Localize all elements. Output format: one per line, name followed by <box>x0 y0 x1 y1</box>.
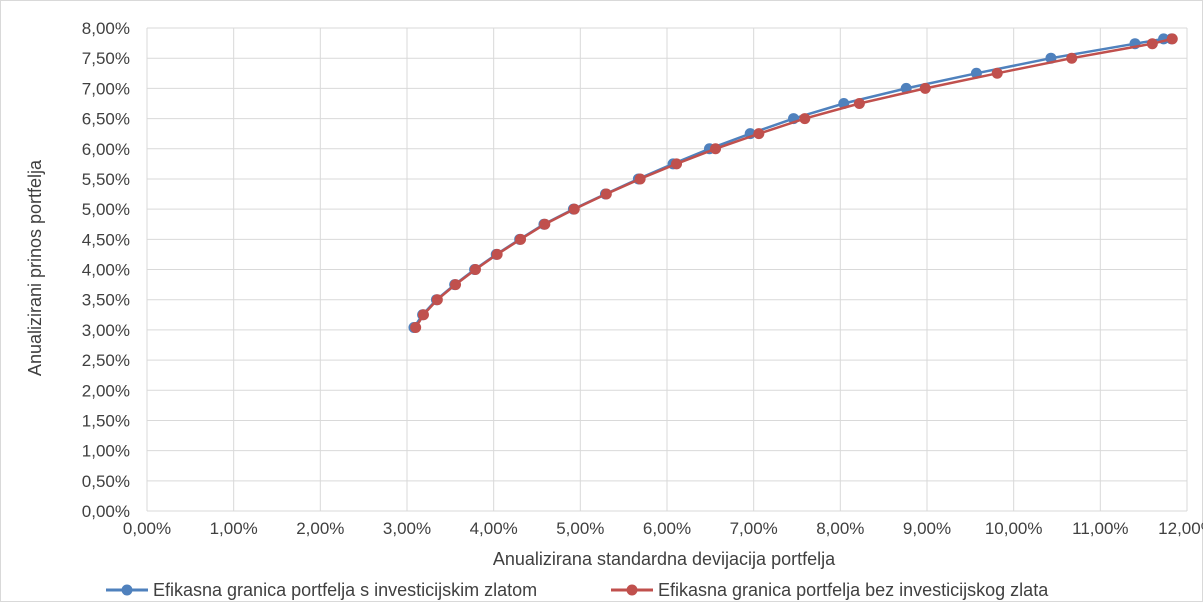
y-axis-ticks: 0,00% 0,50% 1,00% 1,50% 2,00% 2,50% 3,00% 3,50%… <box>82 19 130 521</box>
grid-layer <box>146 27 1188 512</box>
data-point <box>634 173 646 185</box>
x-tick-label: 11,00% <box>1072 519 1128 538</box>
y-tick-label: 4,00% <box>82 261 130 280</box>
y-tick-label: 1,00% <box>82 442 130 461</box>
data-point <box>568 203 580 215</box>
x-axis-title: Anualizirana standardna devijacija portf… <box>493 549 836 569</box>
data-point <box>410 321 422 333</box>
y-tick-label: 8,00% <box>82 19 130 38</box>
x-tick-label: 10,00% <box>985 519 1043 538</box>
y-tick-label: 7,50% <box>82 49 130 68</box>
data-point <box>991 67 1003 79</box>
data-point <box>600 188 612 200</box>
data-point <box>469 264 481 275</box>
x-tick-label: 6,00% <box>643 519 691 538</box>
data-point <box>539 218 551 230</box>
y-tick-label: 1,50% <box>82 411 130 430</box>
x-tick-label: 5,00% <box>556 519 604 538</box>
data-point <box>515 233 527 245</box>
series-line <box>412 37 1172 329</box>
data-point <box>1166 33 1178 45</box>
x-tick-label: 7,00% <box>730 519 778 538</box>
x-tick-label: 3,00% <box>383 519 431 538</box>
series-layer <box>408 33 1178 333</box>
data-point <box>710 143 722 155</box>
data-point <box>431 294 443 306</box>
data-point <box>853 97 865 109</box>
data-point <box>753 128 765 140</box>
x-tick-label: 4,00% <box>470 519 518 538</box>
x-tick-label: 12,00% <box>1158 519 1203 538</box>
y-tick-label: 0,00% <box>82 502 130 521</box>
x-tick-label: 0,00% <box>123 519 171 538</box>
series-1 <box>408 33 1177 333</box>
data-point <box>1146 38 1158 50</box>
y-tick-label: 3,50% <box>82 291 130 310</box>
y-tick-label: 4,50% <box>82 230 130 249</box>
legend-label-gold: Efikasna granica portfelja s investicijs… <box>153 580 537 600</box>
x-axis-ticks: 0,00% 1,00% 2,00% 3,00% 4,00% 5,00% 6,00% 7,00%… <box>123 519 1203 538</box>
y-tick-label: 5,00% <box>82 200 130 219</box>
legend-swatch-marker-no-gold <box>626 584 638 596</box>
x-tick-label: 2,00% <box>296 519 344 538</box>
y-tick-label: 2,50% <box>82 351 130 370</box>
series-line <box>414 37 1173 329</box>
legend-swatch-marker-gold <box>121 584 133 596</box>
data-point <box>799 113 811 125</box>
data-point <box>1066 52 1078 64</box>
y-tick-label: 6,50% <box>82 110 130 129</box>
x-tick-label: 1,00% <box>210 519 258 538</box>
y-tick-label: 0,50% <box>82 472 130 491</box>
y-tick-label: 6,00% <box>82 140 130 159</box>
x-tick-label: 8,00% <box>816 519 864 538</box>
y-tick-label: 2,00% <box>82 381 130 400</box>
data-point <box>919 82 931 94</box>
y-tick-label: 3,00% <box>82 321 130 340</box>
y-tick-label: 7,00% <box>82 79 130 98</box>
data-point <box>450 279 462 291</box>
series-2 <box>410 33 1178 333</box>
data-point <box>417 309 429 321</box>
data-point <box>671 158 683 170</box>
y-axis-title: Anualizirani prinos portfelja <box>25 159 45 376</box>
legend: Efikasna granica portfelja s investicijs… <box>106 580 1049 600</box>
y-tick-label: 5,50% <box>82 170 130 189</box>
data-point <box>491 248 503 260</box>
x-tick-label: 9,00% <box>903 519 951 538</box>
legend-label-no-gold: Efikasna granica portfelja bez investici… <box>658 580 1049 600</box>
